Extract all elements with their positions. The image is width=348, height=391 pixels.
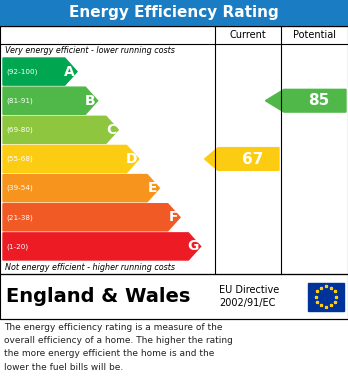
Polygon shape [3, 145, 139, 172]
Polygon shape [3, 204, 180, 231]
Polygon shape [3, 233, 200, 260]
Polygon shape [3, 87, 98, 114]
Text: 67: 67 [242, 151, 263, 167]
Text: England & Wales: England & Wales [6, 287, 190, 306]
Text: (21-38): (21-38) [6, 214, 33, 221]
Text: Not energy efficient - higher running costs: Not energy efficient - higher running co… [5, 263, 175, 272]
Polygon shape [3, 58, 77, 85]
Text: Current: Current [230, 30, 266, 40]
Text: B: B [85, 94, 96, 108]
Text: (39-54): (39-54) [6, 185, 33, 191]
Text: (69-80): (69-80) [6, 127, 33, 133]
Polygon shape [266, 90, 346, 112]
Polygon shape [3, 174, 159, 202]
Text: EU Directive
2002/91/EC: EU Directive 2002/91/EC [219, 285, 279, 308]
Polygon shape [205, 148, 279, 170]
Text: F: F [168, 210, 178, 224]
Text: The energy efficiency rating is a measure of the
overall efficiency of a home. T: The energy efficiency rating is a measur… [4, 323, 233, 371]
Bar [0, 0, 348, 26]
Text: (81-91): (81-91) [6, 97, 33, 104]
Text: 85: 85 [308, 93, 330, 108]
Text: G: G [187, 239, 199, 253]
Text: (55-68): (55-68) [6, 156, 33, 162]
Text: (1-20): (1-20) [6, 243, 28, 250]
Text: C: C [106, 123, 116, 137]
Text: E: E [148, 181, 157, 195]
Text: D: D [125, 152, 137, 166]
Bar [0, 26, 348, 274]
Bar [0, 274, 348, 319]
Bar [308, 283, 344, 310]
Text: A: A [64, 65, 75, 79]
Text: Energy Efficiency Rating: Energy Efficiency Rating [69, 5, 279, 20]
Polygon shape [3, 116, 118, 143]
Text: (92-100): (92-100) [6, 68, 37, 75]
Text: Very energy efficient - lower running costs: Very energy efficient - lower running co… [5, 46, 175, 55]
Text: Potential: Potential [293, 30, 336, 40]
